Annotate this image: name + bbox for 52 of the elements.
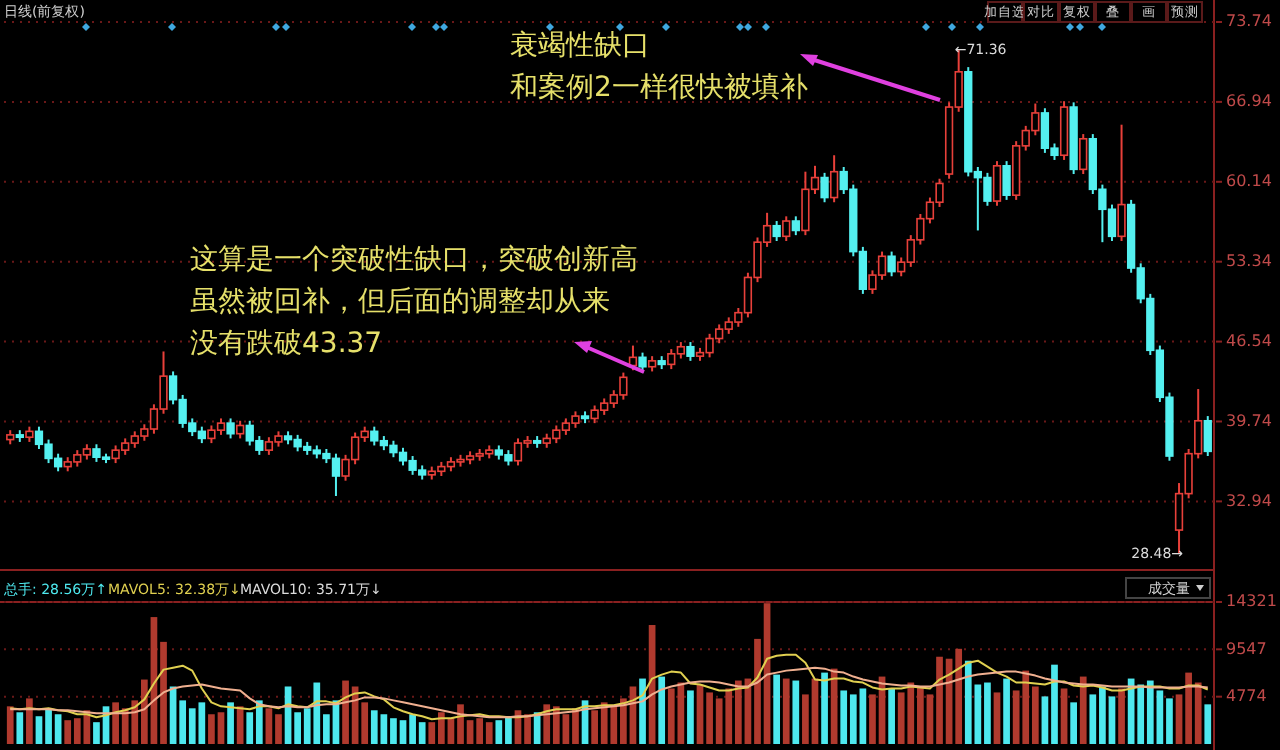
y-tick-label: 60.14	[1226, 172, 1272, 191]
bar	[6, 706, 14, 744]
bar	[227, 702, 234, 744]
annotation: 衰竭性缺口	[510, 30, 650, 62]
line-series	[9, 666, 1209, 719]
y-tick-label: 66.94	[1226, 92, 1272, 111]
y-tick-label: 39.74	[1226, 411, 1272, 430]
y-tick-label: 73.74	[1226, 12, 1272, 31]
candlestick	[1117, 123, 1126, 243]
bar	[1118, 688, 1125, 744]
bar	[821, 672, 828, 744]
y-tick-label: 4774	[1226, 687, 1267, 706]
candlestick	[829, 154, 839, 204]
candlestick	[1002, 160, 1011, 201]
y-tick-label: 53.34	[1226, 252, 1272, 271]
annotation: 没有跌破43.37	[190, 328, 383, 360]
bar	[687, 690, 694, 744]
bar	[888, 688, 895, 744]
annotation: 这算是一个突破性缺口，突破创新高	[190, 244, 638, 276]
candlestick	[686, 341, 695, 362]
line-series	[9, 653, 1209, 721]
bar	[782, 678, 790, 744]
candlestick	[782, 215, 791, 243]
bar	[773, 674, 781, 744]
bar	[993, 692, 1001, 744]
y-tick-label: 46.54	[1226, 331, 1272, 350]
bar	[658, 676, 666, 744]
candlestick	[772, 220, 781, 243]
bar	[236, 706, 244, 744]
bar	[533, 712, 541, 744]
annotation: 和案例2一样很快被填补	[510, 70, 808, 104]
bar	[792, 680, 800, 744]
bar	[1070, 702, 1077, 744]
bar	[1079, 676, 1087, 744]
candlestick	[820, 171, 829, 204]
candlestick	[887, 250, 896, 278]
bar	[1060, 688, 1068, 744]
candlestick	[1203, 415, 1212, 458]
bar	[16, 712, 24, 744]
bar	[1003, 678, 1010, 744]
y-tick-label: 14321	[1226, 592, 1277, 611]
bar	[26, 698, 33, 744]
candlestick	[1079, 133, 1088, 176]
candlestick	[226, 417, 235, 440]
candlestick	[791, 215, 800, 237]
y-tick-label: 32.94	[1226, 491, 1272, 510]
y-tick-label: 9547	[1226, 639, 1267, 658]
annotation: 虽然被回补，但后面的调整却从来	[190, 286, 610, 318]
bar	[1204, 704, 1212, 744]
bar	[639, 678, 646, 744]
candlestick	[992, 160, 1002, 207]
candlestick	[638, 351, 647, 374]
